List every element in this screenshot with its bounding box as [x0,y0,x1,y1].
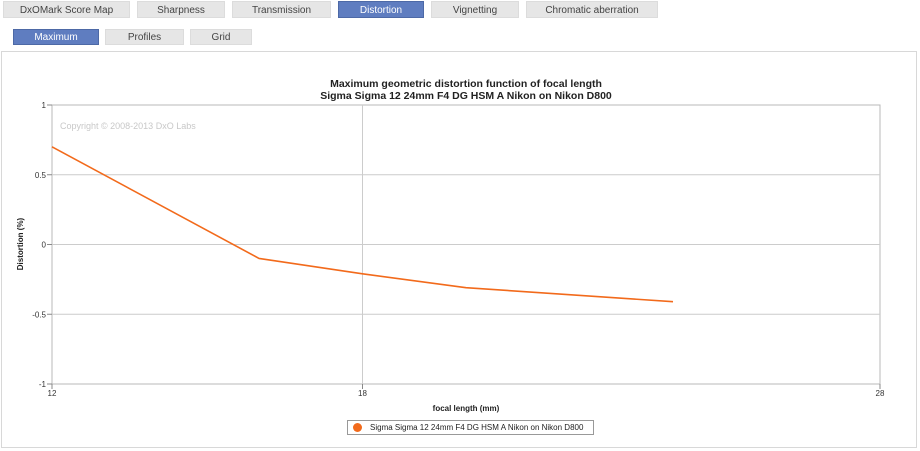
series-layer [51,146,674,303]
y-tick-labels: 1 0.5 0 -0.5 -1 [32,101,46,389]
subtab-maximum[interactable]: Maximum [13,29,99,45]
y-tick-label: 0 [42,241,47,250]
x-tick-labels: 12 18 28 [48,389,885,398]
tab-transmission[interactable]: Transmission [232,1,331,18]
tab-vignetting[interactable]: Vignetting [431,1,519,18]
tab-dxomark-score-map[interactable]: DxOMark Score Map [3,1,130,18]
tab-chromatic-aberration[interactable]: Chromatic aberration [526,1,658,18]
x-tick-label: 28 [876,389,885,398]
y-axis-label: Distortion (%) [16,217,25,270]
subtab-grid[interactable]: Grid [190,29,252,45]
y-tick-label: -0.5 [32,310,46,319]
x-tick-label: 18 [358,389,367,398]
y-tick-label: 0.5 [35,171,47,180]
sub-tab-bar: Maximum Profiles Grid [0,29,920,48]
x-tick-label: 12 [48,389,57,398]
subtab-profiles[interactable]: Profiles [105,29,184,45]
copyright-watermark: Copyright © 2008-2013 DxO Labs [60,121,196,131]
legend-label: Sigma Sigma 12 24mm F4 DG HSM A Nikon on… [370,423,584,432]
grid-lines [47,104,881,389]
tab-sharpness[interactable]: Sharpness [137,1,225,18]
tab-bar: DxOMark Score Map Sharpness Transmission… [0,0,920,19]
chart-subtitle: Sigma Sigma 12 24mm F4 DG HSM A Nikon on… [320,90,612,102]
legend-marker-icon [353,423,362,432]
y-tick-label: 1 [42,101,47,110]
tab-distortion[interactable]: Distortion [338,1,424,18]
x-axis-label: focal length (mm) [433,404,500,413]
chart-legend[interactable]: Sigma Sigma 12 24mm F4 DG HSM A Nikon on… [347,420,594,435]
y-tick-label: -1 [39,380,47,389]
series-line[interactable] [51,146,674,303]
chart-title: Maximum geometric distortion function of… [330,78,602,90]
